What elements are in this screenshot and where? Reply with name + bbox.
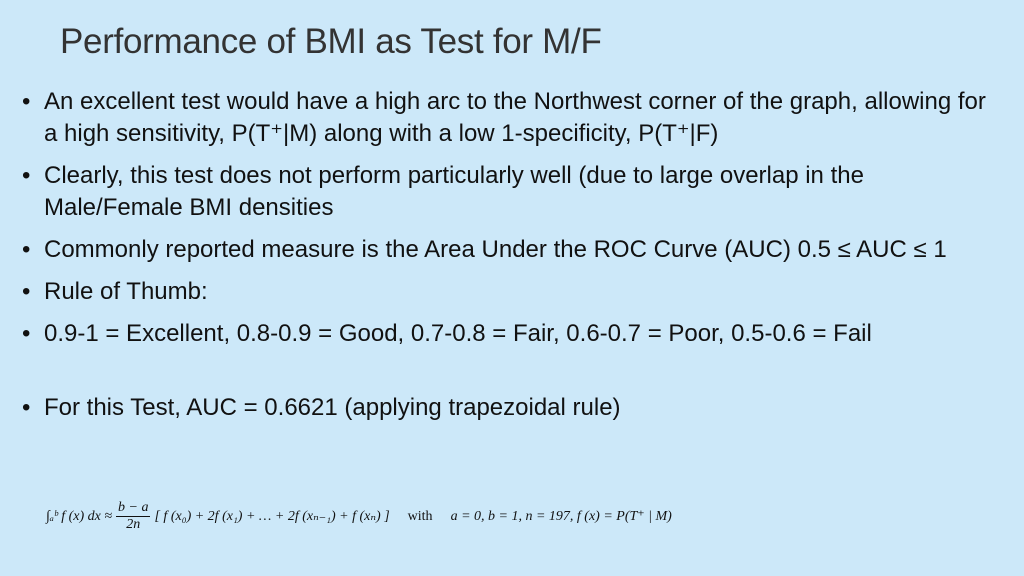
bullet-item: An excellent test would have a high arc … [22, 86, 997, 150]
bullet-list: An excellent test would have a high arc … [22, 86, 997, 434]
bullet-item: Commonly reported measure is the Area Un… [22, 234, 997, 266]
fraction-denominator: 2n [126, 517, 141, 532]
bullet-item: Rule of Thumb: [22, 276, 997, 308]
slide-title: Performance of BMI as Test for M/F [60, 22, 602, 61]
trapezoidal-formula: ∫ₐᵇ f (x) dx ≈ b − a 2n [ f (x₀) + 2f (x… [46, 500, 672, 533]
formula-sum: [ f (x₀) + 2f (x₁) + … + 2f (xₙ₋₁) + f (… [154, 509, 390, 524]
fraction-numerator: b − a [116, 500, 151, 517]
formula-integral: ∫ₐᵇ f (x) dx ≈ [46, 508, 113, 524]
bullet-item: Clearly, this test does not perform part… [22, 160, 997, 224]
bullet-item: For this Test, AUC = 0.6621 (applying tr… [22, 392, 997, 424]
formula-conditions: a = 0, b = 1, n = 197, f (x) = P(T⁺ | M) [450, 509, 672, 524]
bullet-item: 0.9-1 = Excellent, 0.8-0.9 = Good, 0.7-0… [22, 318, 997, 350]
formula-with: with [407, 508, 433, 524]
formula-fraction: b − a 2n [116, 500, 151, 533]
